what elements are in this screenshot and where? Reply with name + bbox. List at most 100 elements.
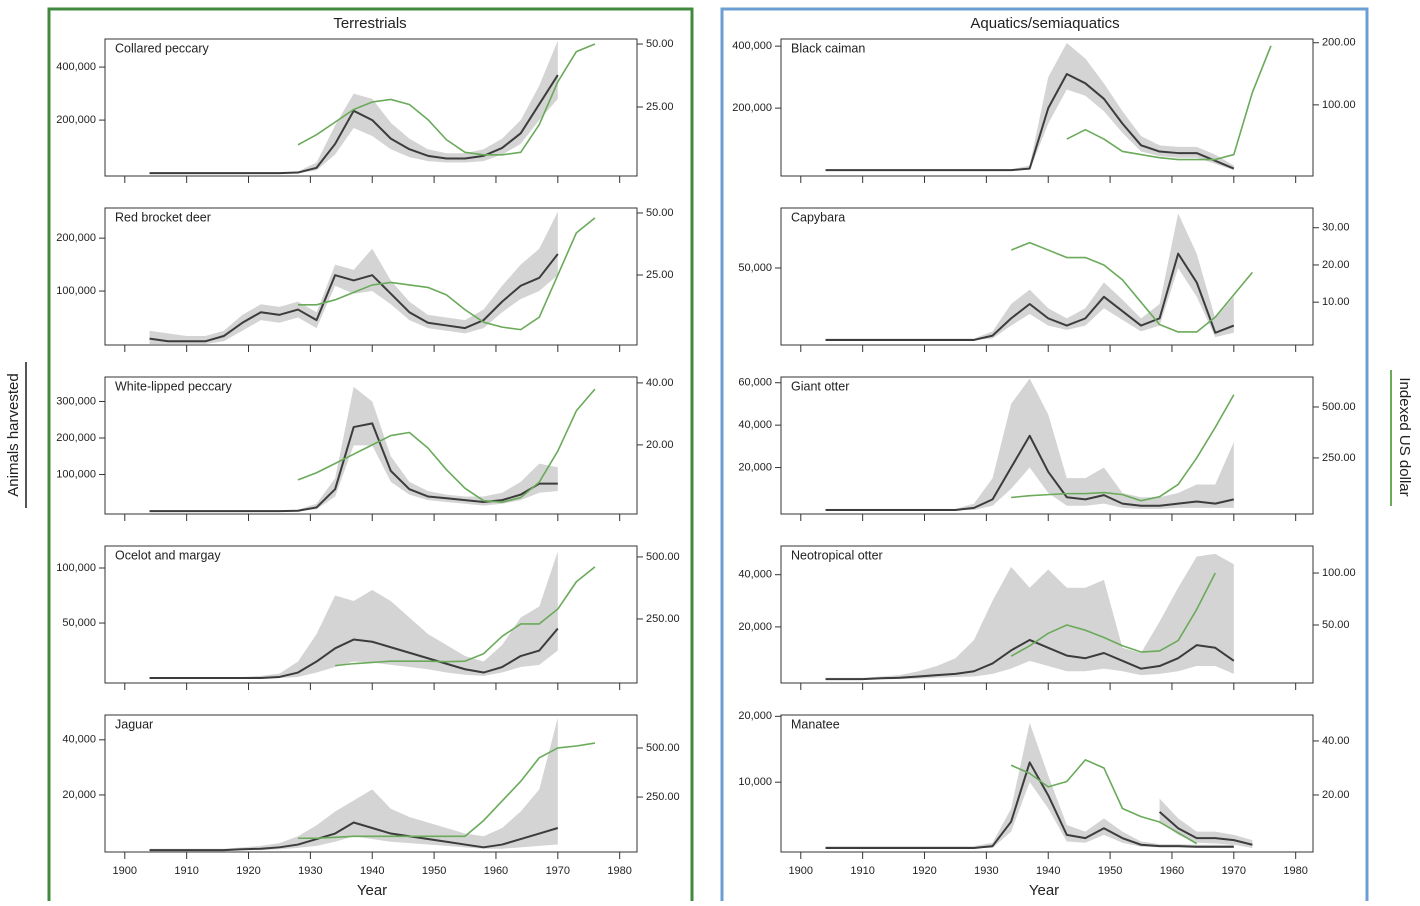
group-title: Aquatics/semiaquatics	[970, 15, 1119, 32]
y-tick-label: 100,000	[56, 562, 96, 574]
y2-tick-label: 100.00	[1322, 567, 1356, 579]
y-tick-label: 20,000	[62, 789, 96, 801]
y-tick-label: 200,000	[56, 232, 96, 244]
y2-tick-label: 10.00	[1322, 296, 1350, 308]
x-axis-title: Year	[1029, 882, 1059, 899]
price-line	[1011, 394, 1235, 502]
harvest-line	[149, 627, 559, 680]
y2-tick-label: 20.00	[646, 439, 674, 451]
y2-tick-label: 500.00	[1322, 401, 1356, 413]
group-frame	[47, 7, 694, 906]
y2-tick-label: 40.00	[1322, 735, 1350, 747]
x-tick-label: 1900	[789, 865, 813, 877]
x-tick-label: 1970	[546, 865, 570, 877]
y2-tick-label: 25.00	[646, 101, 674, 113]
y2-tick-label: 25.00	[646, 269, 674, 281]
y2-tick-label: 40.00	[646, 377, 674, 389]
group-frame	[720, 7, 1369, 906]
x-tick-label: 1960	[1160, 865, 1184, 877]
price-line	[298, 217, 596, 331]
x-tick-label: 1930	[298, 865, 322, 877]
y2-tick-label: 100.00	[1322, 99, 1356, 111]
price-line	[1010, 572, 1216, 657]
harvest-line	[825, 73, 1235, 172]
harvest-line	[149, 821, 559, 852]
y-tick-label: 40,000	[738, 569, 772, 581]
price-line	[298, 742, 596, 840]
price-line	[335, 566, 596, 667]
panel-title: Collared peccary	[115, 41, 210, 55]
y2-tick-label: 30.00	[1322, 222, 1350, 234]
confidence-band	[825, 722, 1234, 849]
y-tick-label: 50,000	[738, 262, 772, 274]
harvest-line	[149, 74, 559, 175]
y-tick-label: 300,000	[56, 395, 96, 407]
y-axis-title: Animals harvested	[5, 373, 22, 496]
panel-title: Ocelot and margay	[115, 548, 221, 562]
y-tick-label: 100,000	[56, 285, 96, 297]
y-tick-label: 40,000	[738, 419, 772, 431]
x-tick-label: 1930	[974, 865, 998, 877]
y-tick-label: 400,000	[732, 40, 772, 52]
price-line	[1066, 45, 1272, 161]
price-line	[1010, 759, 1198, 845]
harvest-line	[1158, 811, 1253, 846]
harvest-line	[825, 434, 1235, 511]
y2-tick-label: 200.00	[1322, 37, 1356, 49]
price-line	[1010, 241, 1253, 333]
panel-title: Red brocket deer	[115, 210, 211, 224]
y-tick-label: 10,000	[738, 776, 772, 788]
y-tick-label: 20,000	[738, 621, 772, 633]
y-tick-label: 200,000	[56, 432, 96, 444]
confidence-band	[149, 211, 558, 344]
confidence-band	[825, 43, 1234, 171]
x-tick-label: 1940	[360, 865, 384, 877]
y-tick-label: 60,000	[738, 377, 772, 389]
y2-tick-label: 50.00	[646, 207, 674, 219]
panel-title: Manatee	[791, 717, 840, 731]
y-tick-label: 200,000	[56, 114, 96, 126]
price-line	[297, 388, 596, 504]
y2-tick-label: 500.00	[646, 742, 680, 754]
x-tick-label: 1970	[1222, 865, 1246, 877]
panel-title: Neotropical otter	[791, 548, 883, 562]
x-tick-label: 1980	[607, 865, 631, 877]
x-tick-label: 1920	[912, 865, 936, 877]
harvest-line	[825, 252, 1235, 341]
y-tick-label: 200,000	[732, 102, 772, 114]
y-tick-label: 20,000	[738, 461, 772, 473]
confidence-band	[825, 378, 1234, 510]
confidence-band	[825, 553, 1234, 680]
y-tick-label: 40,000	[62, 734, 96, 746]
x-tick-label: 1950	[422, 865, 446, 877]
price-line	[297, 43, 596, 156]
x-tick-label: 1910	[850, 865, 874, 877]
x-tick-label: 1960	[484, 865, 508, 877]
y-tick-label: 20,000	[738, 710, 772, 722]
x-tick-label: 1920	[236, 865, 260, 877]
panel-title: Black caiman	[791, 41, 865, 55]
x-tick-label: 1900	[113, 865, 137, 877]
x-tick-label: 1940	[1036, 865, 1060, 877]
y2-tick-label: 20.00	[1322, 259, 1350, 271]
panel-title: White-lipped peccary	[115, 379, 232, 393]
y2-tick-label: 50.00	[646, 38, 674, 50]
y2-tick-label: 50.00	[1322, 619, 1350, 631]
y-tick-label: 100,000	[56, 468, 96, 480]
y2-tick-label: 250.00	[646, 613, 680, 625]
x-tick-label: 1980	[1283, 865, 1307, 877]
y2-axis-title: Indexed US dollar	[1396, 377, 1413, 496]
harvest-line	[825, 761, 1234, 850]
harvest-line	[825, 638, 1235, 681]
y2-tick-label: 20.00	[1322, 789, 1350, 801]
y2-tick-label: 250.00	[1322, 452, 1356, 464]
confidence-band	[149, 40, 558, 174]
y-tick-label: 50,000	[62, 617, 96, 629]
x-tick-label: 1910	[174, 865, 198, 877]
panel-frame	[780, 714, 1314, 853]
x-axis-title: Year	[357, 882, 387, 899]
x-tick-label: 1950	[1098, 865, 1122, 877]
panel-title: Jaguar	[115, 717, 153, 731]
